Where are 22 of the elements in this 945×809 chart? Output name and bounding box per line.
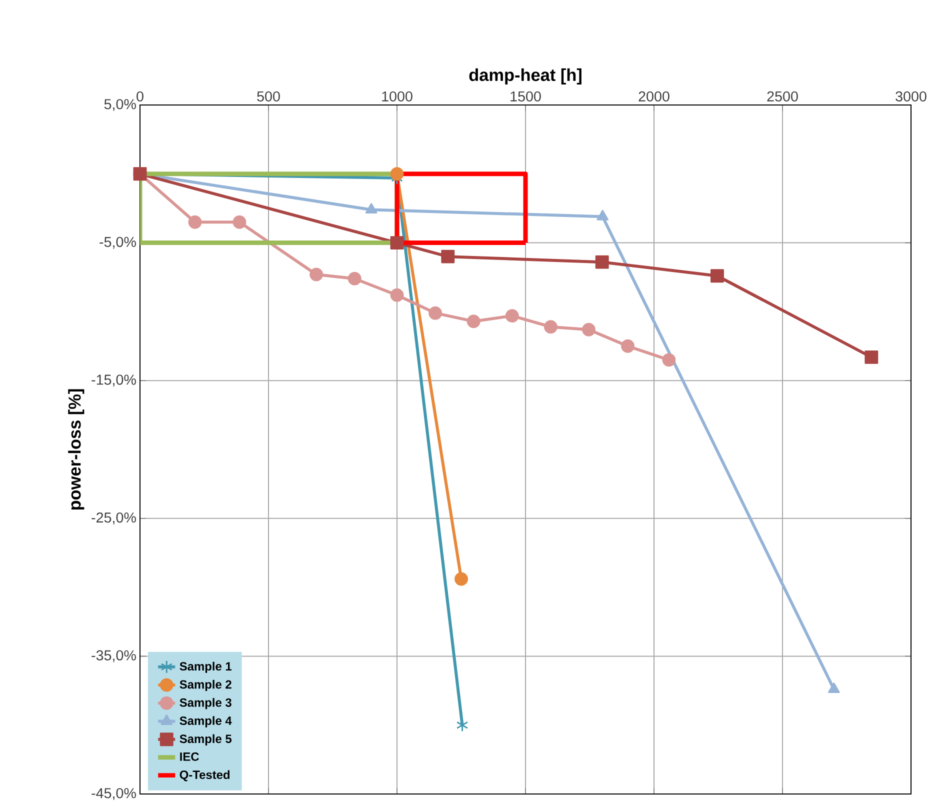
x-axis-title: damp-heat [h]: [469, 68, 582, 84]
x-tick-label: 1500: [510, 91, 541, 102]
x-tick-label: 2000: [638, 91, 670, 102]
y-tick-label: -25,0%: [92, 512, 136, 524]
legend-label: Sample 3: [180, 698, 232, 710]
y-tick-label: -15,0%: [92, 374, 136, 387]
x-tick-label: 0: [136, 91, 144, 102]
x-tick-label: 1000: [382, 91, 412, 102]
legend-label: Q-Tested: [180, 770, 230, 782]
y-tick-label: -35,0%: [92, 650, 136, 662]
y-axis-title: power-loss [%]: [68, 389, 84, 510]
legend-label: Sample 5: [180, 734, 232, 746]
x-tick-label: 3000: [896, 91, 926, 102]
legend-label: Sample 1: [180, 662, 232, 673]
x-tick-label: 500: [257, 91, 280, 102]
y-tick-label: -45,0%: [92, 788, 136, 800]
x-tick-label: 2500: [767, 91, 798, 102]
legend-label: Sample 2: [180, 680, 232, 692]
legend-label: IEC: [180, 752, 199, 761]
y-tick-label: -5,0%: [100, 236, 136, 249]
legend-label: Sample 4: [180, 716, 232, 728]
y-tick-label: 5,0%: [104, 99, 136, 111]
